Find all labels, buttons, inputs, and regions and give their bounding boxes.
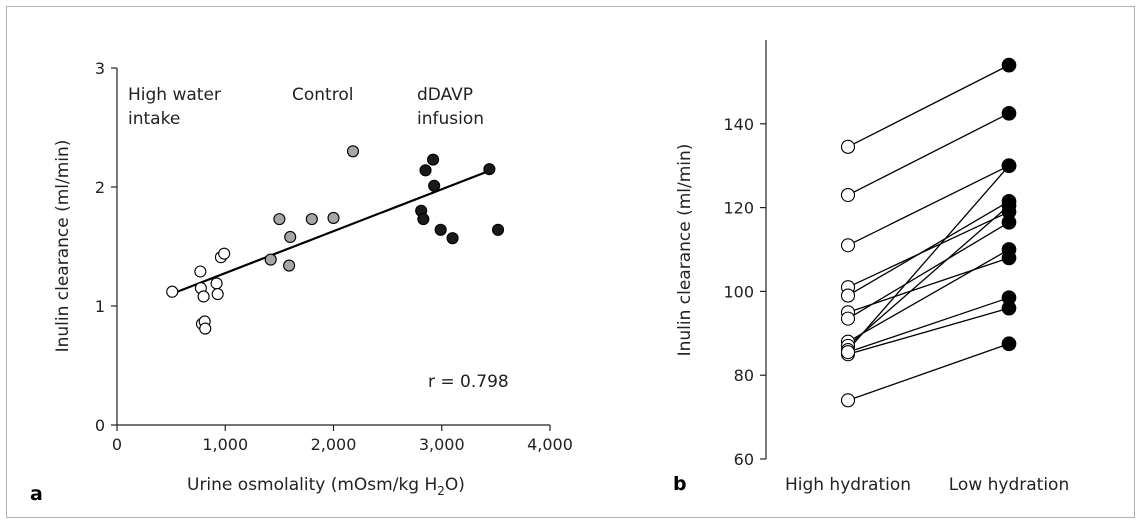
panel-b-label: b (673, 473, 687, 495)
panel-b-point-high-hydration (840, 345, 856, 360)
panel-b-point-low-hydration (1001, 57, 1017, 73)
panel-b-point-high-hydration (840, 393, 856, 408)
panel-b-series-line-1 (847, 64, 1010, 148)
panel-a-point-group-3 (491, 223, 505, 236)
panel-b-series-line-7 (847, 221, 1010, 320)
panel-b-point-high-hydration (840, 187, 856, 203)
panel-a-point-group-2 (305, 213, 318, 226)
panel-b-point-low-hydration (1001, 105, 1017, 121)
panel-b-ticks: 60 80 100 120 140 (723, 115, 766, 469)
panel-b-series-line-3 (847, 165, 1010, 246)
panel-a-point-group-2 (284, 230, 297, 244)
panel-a-point-group-1 (197, 290, 210, 303)
panel-b-series-line-8 (847, 248, 1010, 343)
panel-a-point-group-2 (273, 213, 286, 226)
panel-a-point-group-1 (210, 277, 223, 290)
panel-b-y-tick-label: 120 (723, 199, 754, 218)
panel-b-series-line-12 (847, 297, 1010, 353)
panel-b-point-low-hydration (1001, 214, 1017, 230)
panel-a-point-group-3 (419, 164, 432, 177)
figure-frame (6, 6, 1135, 518)
panel-a-point-group-2 (283, 259, 296, 272)
panel-b-point-high-hydration (840, 139, 856, 154)
panel-b-series-line-11 (847, 307, 1010, 355)
panel-b-point-high-hydration (840, 238, 856, 253)
panel-b-series-line-10 (847, 165, 1010, 351)
panel-a-y-tick-label: 0 (95, 416, 105, 435)
panel-a-group-label-1: High water intake (128, 85, 221, 129)
panel-b-category-label: High hydration (785, 475, 911, 495)
panel-a-point-group-2 (327, 211, 340, 224)
panel-b-point-high-hydration (840, 311, 856, 326)
panel-b-category-label: Low hydration (949, 475, 1069, 495)
panel-a-point-group-1 (166, 285, 179, 298)
panel-b-paired-lines: 60 80 100 120 140 High hydration Low hydratio… (673, 40, 1069, 495)
panel-a-point-group-3 (434, 223, 447, 236)
panel-a-point-group-2 (264, 253, 277, 266)
panel-b-y-tick-label: 140 (723, 115, 754, 134)
panel-a-ticks: 0 1 2 3 0 1,000 2,000 3,000 4,000 (95, 59, 573, 454)
panel-a-point-group-3 (427, 153, 440, 166)
panel-a-x-tick-label: 1,000 (202, 435, 248, 454)
panel-a-point-group-3 (428, 179, 441, 192)
panel-a-x-tick-label: 4,000 (527, 435, 573, 454)
panel-a-x-tick-label: 3,000 (419, 435, 465, 454)
panel-a-point-group-3 (446, 232, 459, 245)
panel-b-series-line-2 (847, 112, 1010, 196)
panel-a-label: a (30, 483, 43, 505)
panel-b-series (840, 57, 1017, 408)
panel-a-point-group-2 (346, 145, 360, 158)
panel-a-point-group-1 (199, 322, 212, 335)
panel-a-group-label-2: Control (292, 85, 353, 105)
panel-b-y-tick-label: 100 (723, 282, 754, 301)
panel-a-x-axis-label: Urine osmolality (mOsm/kg H2O) (187, 475, 465, 498)
panel-a-y-axis-label: Inulin clearance (ml/min) (53, 140, 73, 353)
panel-b-y-axis-label: Inulin clearance (ml/min) (675, 144, 695, 357)
panel-b-point-low-hydration (1001, 290, 1017, 306)
panel-b-point-low-hydration (1001, 242, 1017, 257)
panel-b-point-low-hydration (1001, 336, 1017, 352)
panel-a-point-group-1 (194, 265, 207, 278)
panel-b-category-labels: High hydration Low hydration (785, 475, 1069, 495)
panel-a-point-group-1 (211, 288, 224, 301)
panel-a-group-label-3: dDAVP infusion (417, 85, 484, 129)
panel-b-series-line-4 (847, 211, 1010, 288)
panel-a-x-tick-label: 2,000 (311, 435, 357, 454)
panel-a-points (166, 145, 505, 335)
panel-b-point-high-hydration (840, 288, 856, 303)
panel-a-group-labels: High water intake Control dDAVP infusion (128, 85, 484, 129)
panel-b-series-line-5 (847, 200, 1010, 297)
panel-b-y-tick-label: 60 (734, 450, 754, 469)
panel-b-y-tick-label: 80 (734, 366, 754, 385)
panel-a-y-tick-label: 2 (95, 178, 105, 197)
panel-a-x-tick-label: 0 (112, 435, 122, 454)
panel-b-series-line-13 (847, 343, 1010, 401)
panel-b-point-low-hydration (1001, 158, 1017, 174)
panel-a-point-group-3 (483, 163, 496, 176)
panel-a-correlation-annotation: r = 0.798 (428, 372, 509, 392)
panel-a-scatter: 0 1 2 3 0 1,000 2,000 3,000 4,000 High water inta… (30, 59, 573, 505)
panel-a-y-tick-label: 1 (95, 297, 105, 316)
panel-a-point-group-1 (218, 247, 231, 260)
panel-a-point-group-3 (417, 213, 430, 226)
panel-a-y-tick-label: 3 (95, 59, 105, 78)
panel-b-point-low-hydration (1001, 198, 1017, 213)
panel-b-series-line-9 (847, 205, 1010, 347)
